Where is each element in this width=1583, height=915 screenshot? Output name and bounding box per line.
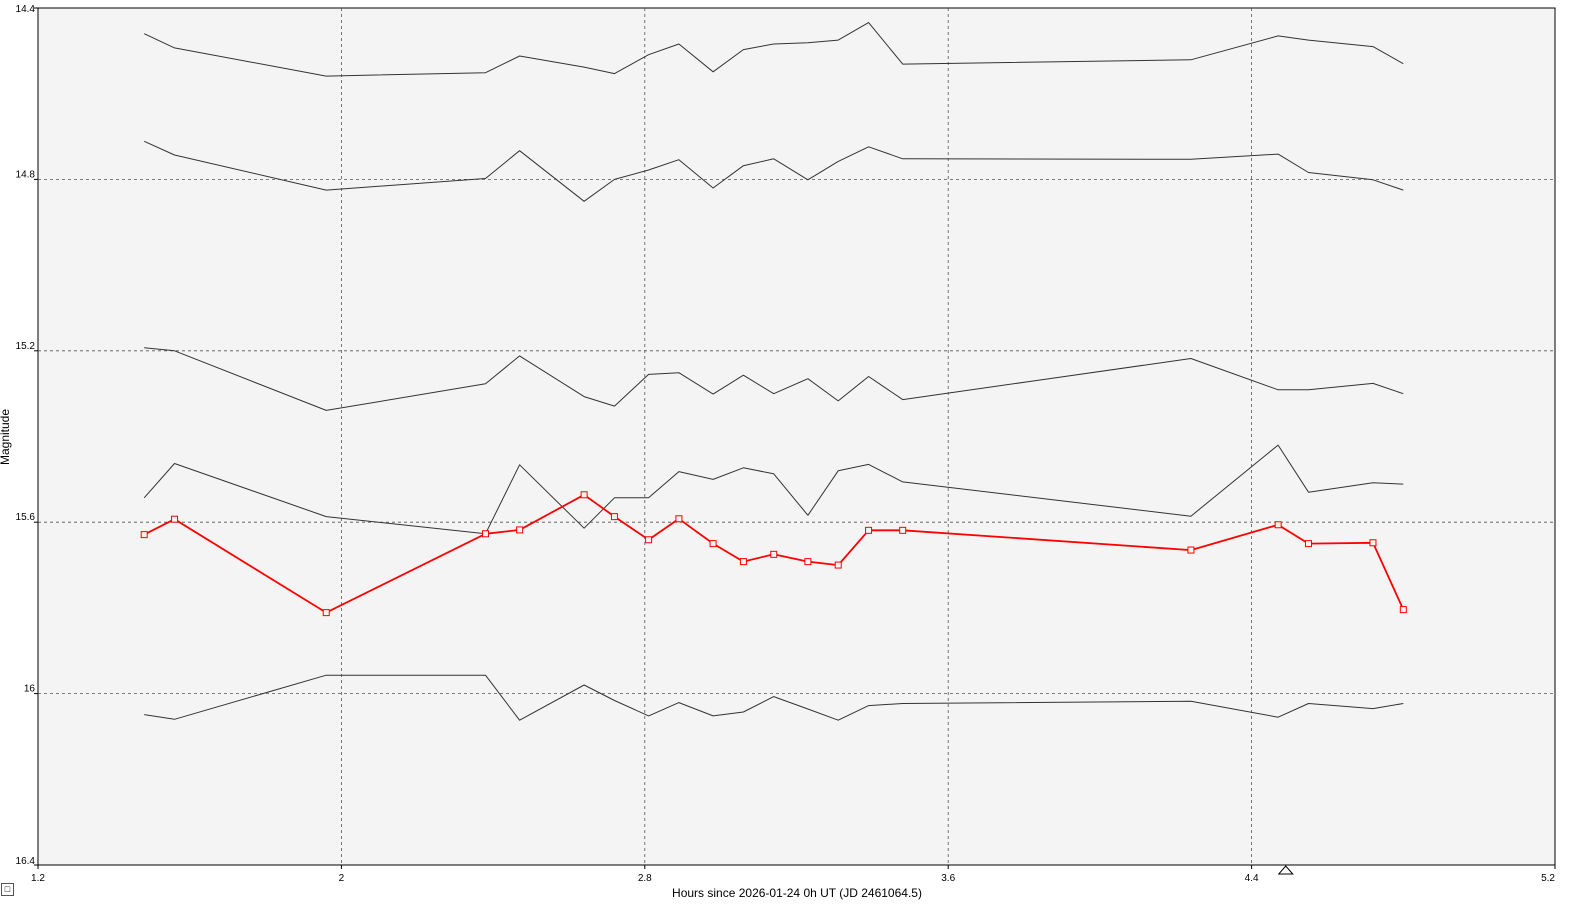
data-point[interactable] — [835, 562, 841, 568]
x-tick-label: 1.2 — [31, 873, 45, 884]
data-point[interactable] — [611, 514, 617, 520]
data-point[interactable] — [323, 610, 329, 616]
data-point[interactable] — [172, 516, 178, 522]
data-point[interactable] — [581, 492, 587, 498]
data-point[interactable] — [866, 527, 872, 533]
data-point[interactable] — [710, 541, 716, 547]
data-point[interactable] — [141, 532, 147, 538]
data-point[interactable] — [740, 559, 746, 565]
data-point[interactable] — [1305, 541, 1311, 547]
data-point[interactable] — [676, 516, 682, 522]
y-tick-label: 14.8 — [16, 169, 36, 180]
corner-toggle-button[interactable]: □ — [1, 883, 14, 896]
x-tick-label: 5.2 — [1541, 873, 1555, 884]
data-point[interactable] — [1400, 607, 1406, 613]
data-point[interactable] — [1370, 540, 1376, 546]
y-tick-label: 16.4 — [16, 856, 36, 867]
x-tick-label: 4.4 — [1245, 873, 1259, 884]
y-tick-label: 15.6 — [16, 512, 36, 523]
position-marker-triangle-icon[interactable] — [1279, 866, 1293, 874]
data-point[interactable] — [646, 537, 652, 543]
data-point[interactable] — [771, 551, 777, 557]
data-point[interactable] — [1275, 522, 1281, 528]
y-tick-label: 16 — [24, 684, 36, 695]
y-tick-label: 14.4 — [16, 4, 36, 15]
data-point[interactable] — [517, 527, 523, 533]
data-point[interactable] — [900, 527, 906, 533]
y-axis-label: Magnitude — [0, 409, 12, 465]
data-point[interactable] — [483, 531, 489, 537]
x-tick-label: 2.8 — [638, 873, 652, 884]
x-tick-label: 2 — [339, 873, 345, 884]
plot-background — [38, 8, 1555, 865]
y-tick-label: 15.2 — [16, 341, 36, 352]
x-axis-label: Hours since 2026-01-24 0h UT (JD 2461064… — [672, 886, 922, 900]
data-point[interactable] — [805, 559, 811, 565]
x-tick-label: 3.6 — [941, 873, 955, 884]
data-point[interactable] — [1188, 547, 1194, 553]
